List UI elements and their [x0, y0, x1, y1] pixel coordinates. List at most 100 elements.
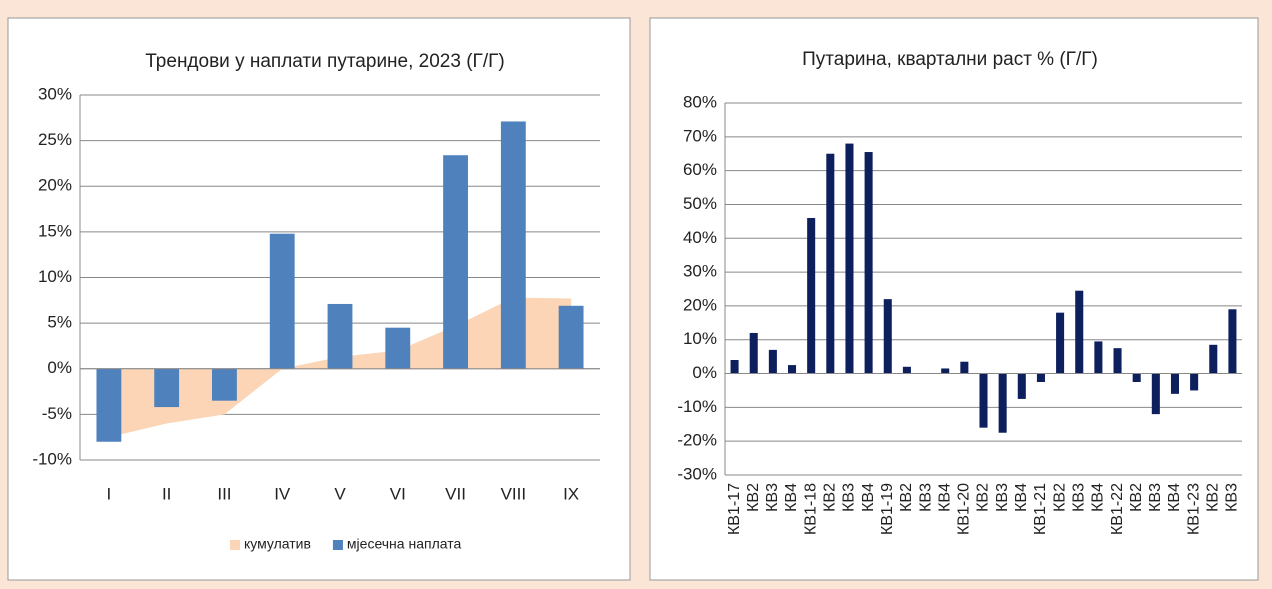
bar: [1132, 373, 1141, 382]
y-tick-label: -5%: [42, 404, 72, 423]
x-tick-label: КВ2: [975, 483, 992, 512]
bar: [960, 361, 969, 374]
x-tick-label: V: [334, 484, 346, 503]
bar: [269, 233, 295, 369]
y-tick-label: 0%: [692, 363, 717, 382]
x-tick-label: КВ4: [860, 483, 877, 512]
x-tick-label: КВ4: [1090, 483, 1107, 512]
x-tick-label: КВ1-21: [1032, 483, 1049, 535]
bar: [1017, 373, 1026, 399]
x-tick-label: КВ2: [898, 483, 915, 512]
bar: [1170, 373, 1180, 394]
y-tick-label: -30%: [677, 464, 717, 483]
legend-label: кумулатив: [244, 536, 311, 552]
x-tick-label: КВ2: [1128, 483, 1145, 512]
legend-swatch: [230, 540, 240, 550]
bar: [826, 153, 835, 374]
y-tick-label: 40%: [683, 228, 717, 247]
bar: [1075, 290, 1084, 374]
bar: [1094, 341, 1103, 374]
x-tick-label: КВ2: [745, 483, 762, 512]
bar: [212, 368, 237, 401]
bar: [443, 155, 468, 369]
x-tick-label: КВ3: [917, 483, 934, 512]
y-tick-label: -20%: [677, 431, 717, 450]
y-tick-label: 10%: [683, 329, 717, 348]
bar: [730, 360, 739, 374]
bar: [1056, 312, 1065, 374]
bar: [845, 143, 854, 374]
x-tick-label: IV: [274, 484, 291, 503]
bar: [1228, 309, 1237, 374]
bar: [787, 365, 797, 374]
x-tick-label: КВ3: [764, 483, 781, 512]
y-tick-label: 20%: [683, 295, 717, 314]
bar: [1209, 344, 1218, 374]
bar: [902, 366, 911, 374]
chart-title: Путарина, квартални раст % (Г/Г): [802, 49, 1098, 70]
bar: [1190, 373, 1199, 391]
x-tick-label: КВ1-17: [726, 483, 743, 535]
bar: [998, 373, 1007, 433]
y-tick-label: 0%: [47, 358, 72, 377]
bar: [941, 368, 950, 374]
x-tick-label: КВ2: [1204, 483, 1221, 512]
y-tick-label: 5%: [47, 313, 72, 332]
y-tick-label: -10%: [32, 449, 72, 468]
x-tick-label: КВ1-22: [1109, 483, 1126, 535]
y-tick-label: 50%: [683, 194, 717, 213]
bar: [500, 121, 526, 369]
x-tick-label: КВ3: [1147, 483, 1164, 512]
x-tick-label: КВ4: [783, 483, 800, 512]
bar: [558, 305, 584, 369]
y-tick-label: 30%: [683, 262, 717, 281]
y-tick-label: 10%: [38, 267, 72, 286]
bar: [1113, 348, 1122, 374]
x-tick-label: VI: [390, 484, 406, 503]
x-tick-label: КВ1-19: [879, 483, 896, 535]
x-tick-label: КВ4: [1166, 483, 1183, 512]
x-tick-label: IX: [563, 484, 579, 503]
y-tick-label: 60%: [683, 160, 717, 179]
x-tick-label: КВ1-18: [802, 483, 819, 535]
bar: [807, 217, 816, 374]
x-tick-label: КВ3: [994, 483, 1011, 512]
x-tick-label: VIII: [501, 484, 527, 503]
bar: [385, 327, 411, 369]
legend-swatch: [332, 540, 343, 550]
x-tick-label: КВ4: [1013, 483, 1030, 512]
y-tick-label: -10%: [677, 397, 717, 416]
x-tick-label: КВ1-23: [1185, 483, 1202, 535]
x-tick-label: КВ3: [1224, 483, 1241, 512]
right-panel: [649, 17, 1259, 581]
bar: [979, 373, 988, 428]
bar: [749, 332, 758, 374]
x-tick-label: VII: [445, 484, 466, 503]
x-tick-label: КВ3: [841, 483, 858, 512]
x-tick-label: КВ1-20: [956, 483, 973, 535]
bar: [768, 349, 777, 374]
x-tick-label: III: [217, 484, 231, 503]
bar: [864, 152, 873, 374]
y-tick-label: 80%: [683, 92, 717, 111]
bar: [1151, 373, 1160, 415]
x-tick-label: II: [162, 484, 171, 503]
bar: [1036, 373, 1045, 382]
bar: [96, 368, 122, 442]
x-tick-label: КВ4: [936, 483, 953, 512]
y-tick-label: 20%: [38, 176, 72, 195]
bar: [883, 299, 892, 374]
x-tick-label: КВ2: [822, 483, 839, 512]
x-tick-label: КВ3: [1070, 483, 1087, 512]
y-tick-label: 15%: [38, 221, 72, 240]
x-tick-label: КВ2: [1051, 483, 1068, 512]
bar: [154, 368, 180, 408]
y-tick-label: 25%: [38, 130, 72, 149]
bar: [327, 303, 353, 369]
legend-label: мјесечна наплата: [347, 536, 462, 552]
x-tick-label: I: [107, 484, 112, 503]
y-tick-label: 30%: [38, 84, 72, 103]
y-tick-label: 70%: [683, 126, 717, 145]
